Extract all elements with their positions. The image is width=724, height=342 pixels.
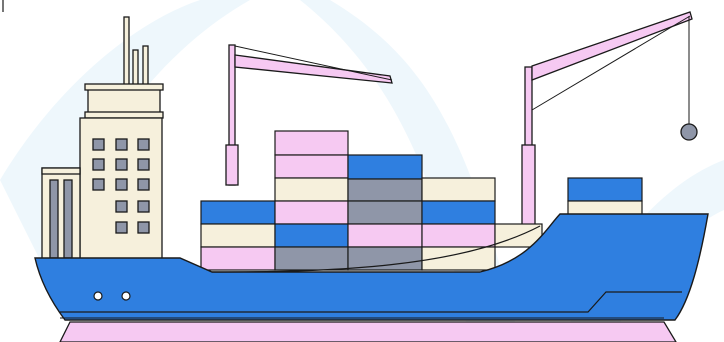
container xyxy=(274,130,349,156)
container xyxy=(274,177,349,202)
hull xyxy=(34,213,709,321)
container xyxy=(274,223,349,248)
container xyxy=(421,200,496,225)
container xyxy=(347,178,423,202)
crane-hook-ball xyxy=(680,123,698,141)
container xyxy=(200,200,276,225)
container xyxy=(421,177,496,202)
container xyxy=(274,200,349,225)
container xyxy=(347,223,423,248)
porthole xyxy=(93,291,103,301)
container xyxy=(347,246,423,271)
container xyxy=(200,223,276,248)
container xyxy=(347,200,423,225)
container xyxy=(200,246,276,271)
container xyxy=(274,154,349,179)
container xyxy=(567,177,643,202)
container xyxy=(274,246,349,271)
container xyxy=(347,154,423,180)
crane-mid xyxy=(225,44,393,186)
superstructure xyxy=(41,16,164,261)
container xyxy=(421,246,496,271)
container xyxy=(567,200,643,216)
container xyxy=(421,223,496,248)
waterline-band xyxy=(59,321,677,342)
porthole xyxy=(121,291,131,301)
